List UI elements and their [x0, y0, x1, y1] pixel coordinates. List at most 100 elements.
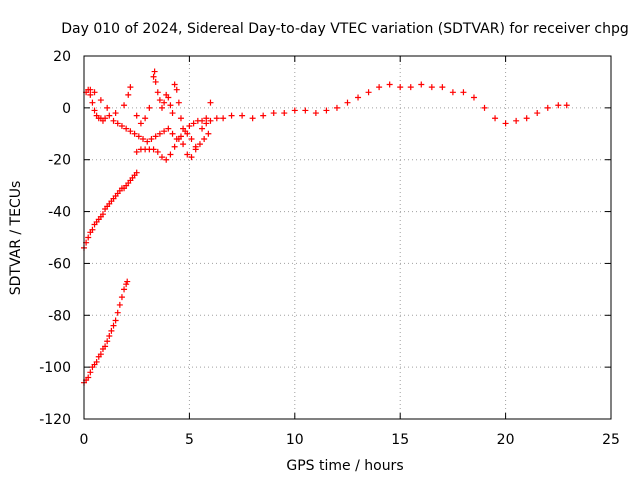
data-point [148, 135, 155, 142]
data-point [481, 104, 488, 111]
data-point [171, 143, 178, 150]
data-point [89, 99, 96, 106]
data-point [108, 327, 115, 334]
y-axis-label: SDTVAR / TECUs [8, 181, 24, 296]
data-point [201, 135, 208, 142]
data-point [502, 120, 509, 127]
y-tick-label: 0 [62, 101, 71, 117]
data-point [87, 86, 94, 93]
data-point [184, 151, 191, 158]
data-point [523, 115, 530, 122]
data-point [87, 91, 94, 98]
series-lower-scatter [133, 130, 212, 163]
plot-frame [83, 55, 612, 420]
data-point [333, 104, 340, 111]
data-point [127, 128, 134, 135]
data-point [161, 99, 168, 106]
data-point [207, 99, 214, 106]
data-point [302, 107, 309, 114]
data-point [470, 94, 477, 101]
data-point [439, 84, 446, 91]
data-point [184, 130, 191, 137]
data-point [142, 115, 149, 122]
data-point [140, 135, 147, 142]
data-point [121, 286, 128, 293]
data-point [152, 78, 159, 85]
data-point [175, 135, 182, 142]
data-point [492, 115, 499, 122]
data-point [460, 89, 467, 96]
y-tick-label: -120 [39, 412, 71, 428]
data-point [213, 115, 220, 122]
data-point [291, 107, 298, 114]
data-point [106, 112, 113, 119]
x-tick-label: 5 [185, 432, 194, 448]
data-point [199, 125, 206, 132]
x-tick-label: 15 [391, 432, 409, 448]
data-point [135, 133, 142, 140]
data-point [165, 94, 172, 101]
data-point [167, 102, 174, 109]
data-point [386, 81, 393, 88]
data-point [123, 125, 130, 132]
data-points [81, 68, 570, 386]
data-point [270, 110, 277, 117]
series-arc-lower [81, 278, 131, 386]
axis-ticks [83, 55, 612, 420]
data-point [118, 123, 125, 130]
data-point [97, 351, 104, 358]
x-tick-label: 10 [286, 432, 304, 448]
data-point [220, 115, 227, 122]
data-point [154, 148, 161, 155]
y-tick-label: -80 [48, 308, 71, 324]
data-point [116, 301, 123, 308]
data-point [344, 99, 351, 106]
data-point [190, 120, 197, 127]
y-tick-label: -100 [39, 360, 71, 376]
data-point [175, 99, 182, 106]
data-point [93, 358, 100, 365]
data-point [544, 104, 551, 111]
data-point [91, 89, 98, 96]
data-point [158, 104, 165, 111]
data-point [180, 141, 187, 148]
data-point [188, 154, 195, 161]
data-point [91, 107, 98, 114]
data-point [110, 117, 117, 124]
x-tick-labels: 0 5 10 15 20 25 [80, 432, 620, 448]
data-point [152, 133, 159, 140]
data-point [188, 135, 195, 142]
data-point [169, 130, 176, 137]
data-point [365, 89, 372, 96]
data-point [131, 130, 138, 137]
data-point [137, 120, 144, 127]
data-point [133, 169, 140, 176]
data-point [260, 112, 267, 119]
data-point [207, 117, 214, 124]
data-point [85, 234, 92, 241]
data-point [228, 112, 235, 119]
series-upper-scatter [87, 68, 214, 150]
data-point [99, 211, 106, 218]
data-point [112, 317, 119, 324]
data-point [104, 338, 111, 345]
data-point [513, 117, 520, 124]
data-point [89, 226, 96, 233]
data-point [205, 130, 212, 137]
data-point [112, 110, 119, 117]
data-point [534, 110, 541, 117]
data-point [203, 115, 210, 122]
data-point [173, 86, 180, 93]
data-point [87, 369, 94, 376]
data-point [144, 138, 151, 145]
data-point [150, 73, 157, 80]
y-tick-label: -60 [48, 256, 71, 272]
data-point [156, 130, 163, 137]
data-point [110, 322, 117, 329]
data-point [114, 309, 121, 316]
y-tick-label: 20 [53, 49, 71, 65]
data-point [177, 115, 184, 122]
data-point [249, 115, 256, 122]
data-point [196, 141, 203, 148]
